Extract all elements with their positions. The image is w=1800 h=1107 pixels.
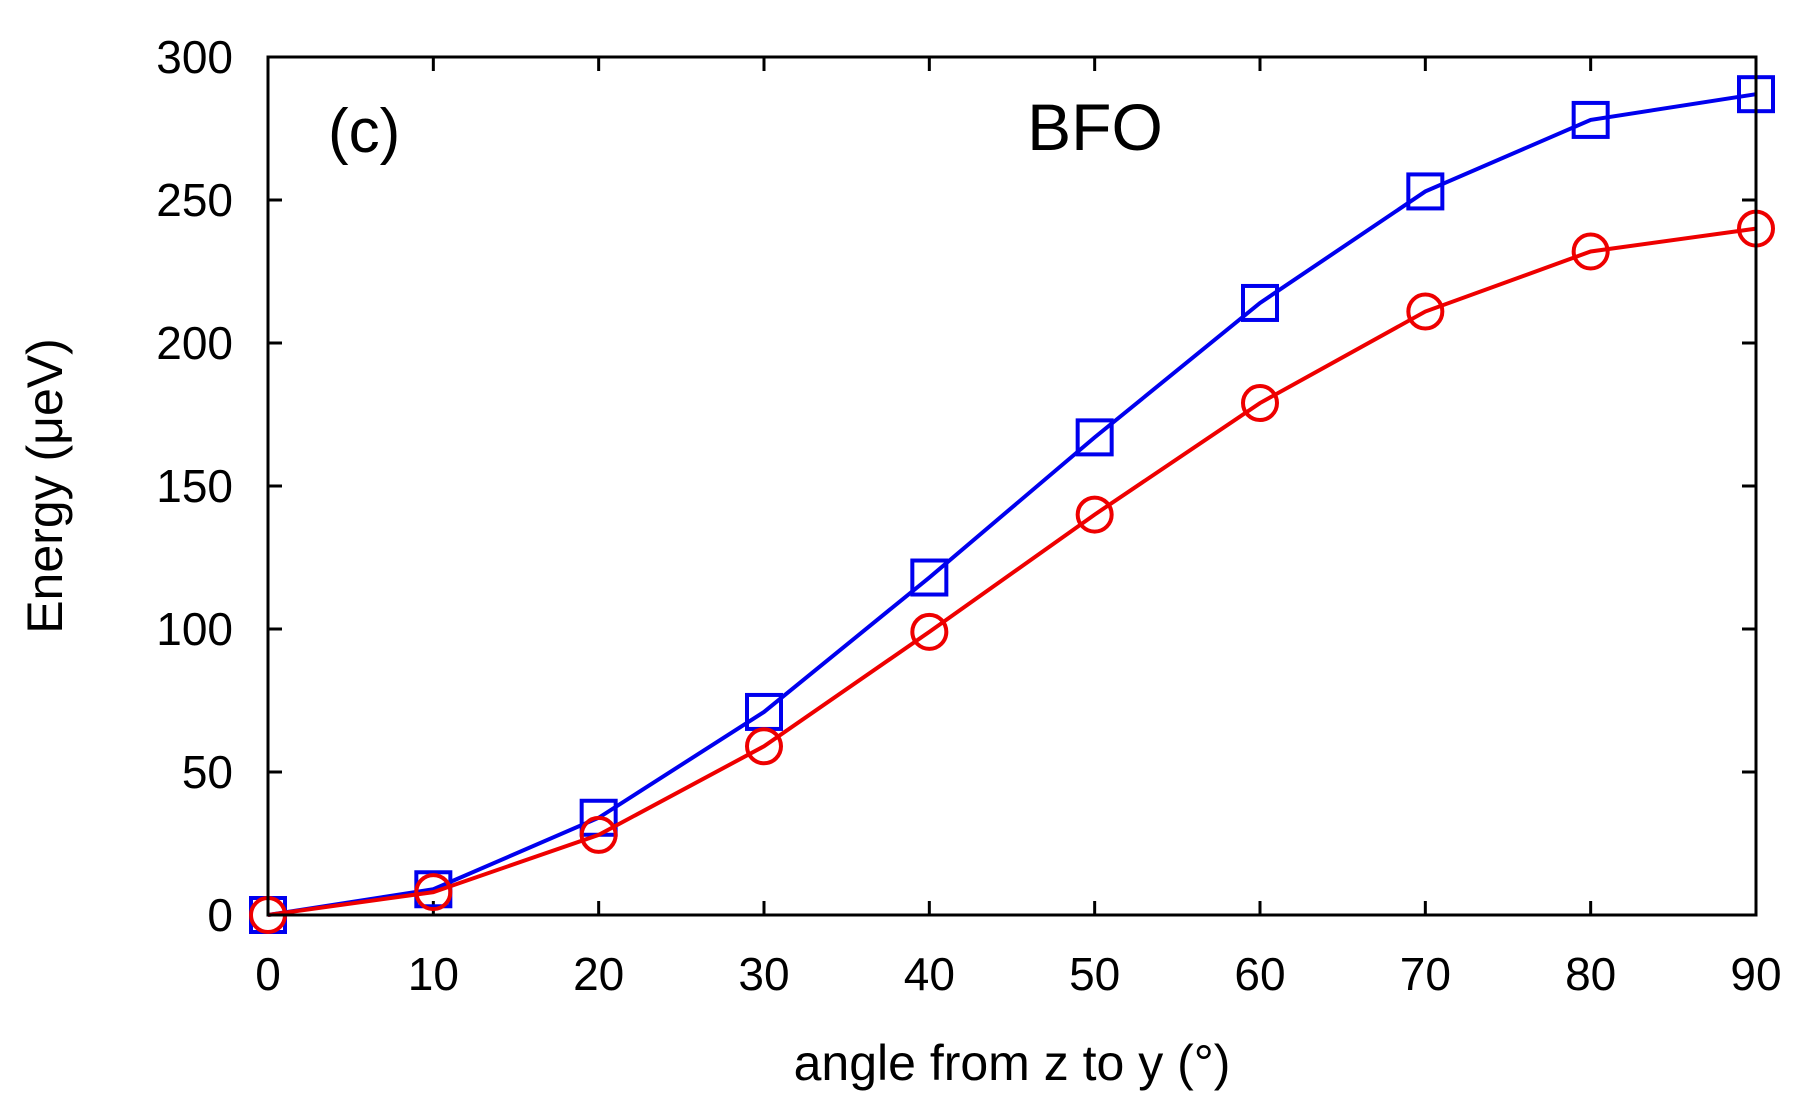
x-tick-label: 50 [1069,948,1120,1000]
x-axis-title: angle from z to y (°) [794,1035,1231,1091]
tick-labels: 0 10 20 30 40 50 60 70 80 90 0 50 100 150 200 250 300 [156,31,1781,1000]
data-point-square [1075,418,1114,457]
axis-ticks [266,55,1758,917]
y-tick-label: 150 [156,460,233,512]
series-line [267,92,1757,917]
y-tick-label: 200 [156,317,233,369]
data-point-square [1571,100,1610,139]
data-point-circle [910,612,949,651]
y-tick-label: 50 [182,746,233,798]
series-layer [249,75,1775,934]
x-tick-label: 70 [1400,948,1451,1000]
x-tick-label: 90 [1730,948,1781,1000]
data-point-square [910,558,949,597]
x-tick-label: 60 [1234,948,1285,1000]
y-tick-label: 250 [156,174,233,226]
y-axis-title: Energy (μeV) [17,338,73,634]
panel-label: (c) [328,97,400,166]
y-tick-label: 0 [207,889,233,941]
x-tick-label: 80 [1565,948,1616,1000]
x-tick-label: 40 [904,948,955,1000]
x-tick-label: 10 [408,948,459,1000]
data-point-circle [579,815,618,854]
y-tick-label: 300 [156,31,233,83]
chart-title: BFO [1027,90,1163,164]
series-circle [249,209,1775,934]
data-point-circle [1241,384,1279,423]
series-square [249,75,1775,934]
x-tick-label: 20 [573,948,624,1000]
data-point-circle [1406,292,1445,331]
data-point-circle [1571,232,1610,271]
y-tick-label: 100 [156,603,233,655]
data-point-circle [745,727,783,766]
data-point-square [1241,283,1279,322]
plot-frame [266,55,1758,917]
data-point-circle [1075,495,1114,534]
data-point-square [1406,172,1445,211]
series-line [267,226,1757,917]
data-point-circle [414,873,453,912]
x-tick-label: 0 [255,948,281,1000]
x-tick-label: 30 [738,948,789,1000]
